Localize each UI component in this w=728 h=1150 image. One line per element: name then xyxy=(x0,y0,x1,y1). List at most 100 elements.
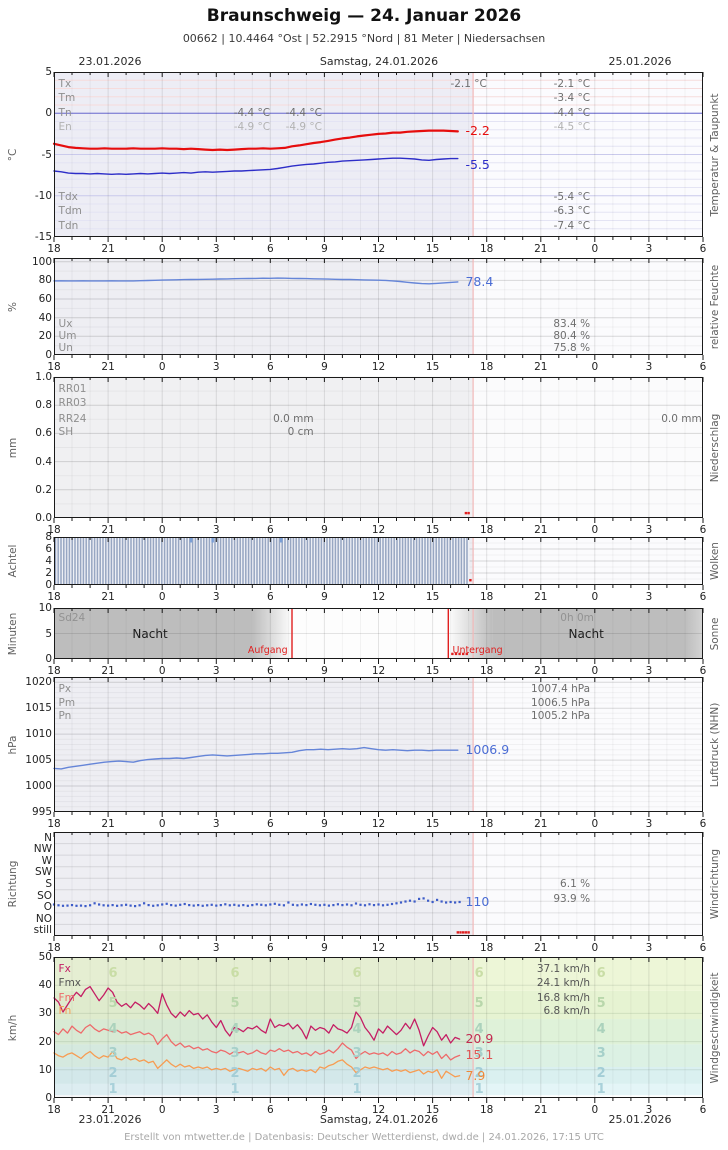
ytick-pressure: 1000 xyxy=(25,780,52,793)
ytick-humidity: 0 xyxy=(45,349,52,361)
xtick-temperature: 3 xyxy=(645,243,653,255)
xtick-precipitation: 3 xyxy=(645,524,653,536)
ytick-temperature: -15 xyxy=(34,231,52,243)
beaufort-label: 3 xyxy=(352,1046,362,1062)
annotation-precipitation: 0 cm xyxy=(287,426,314,439)
axis-name-pressure: Luftdruck (NHN) xyxy=(709,702,721,787)
annotation-temperature: Tx xyxy=(58,77,72,90)
annotation-windspeed: Fmx xyxy=(58,977,82,990)
xtick-clouds: 15 xyxy=(425,591,440,603)
xtick-precipitation: 15 xyxy=(425,524,440,536)
ytick-precipitation: 1.0 xyxy=(35,371,52,383)
beaufort-label: 1 xyxy=(352,1081,362,1097)
current-value-winddirection: 110 xyxy=(465,893,490,909)
xtick-sun: 3 xyxy=(212,665,220,677)
beaufort-label: 1 xyxy=(108,1081,118,1097)
xtick-temperature: 0 xyxy=(591,243,599,255)
xtick-pressure: 3 xyxy=(212,818,220,830)
xtick-clouds: 12 xyxy=(371,591,386,603)
axis-name-temperature: Temperatur & Taupunkt xyxy=(709,92,721,217)
xtick-precipitation: 18 xyxy=(479,524,494,536)
page-title: Braunschweig — 24. Januar 2026 xyxy=(206,6,522,26)
annotation-humidity: Um xyxy=(58,330,77,343)
xtick-windspeed: 21 xyxy=(101,1104,115,1116)
xtick-humidity: 3 xyxy=(212,361,220,373)
xtick-clouds: 6 xyxy=(266,591,274,603)
xtick-winddirection: 3 xyxy=(645,942,653,954)
xtick-precipitation: 12 xyxy=(371,524,386,536)
beaufort-label: 2 xyxy=(108,1066,118,1082)
annotation-temperature: Tdx xyxy=(58,190,78,203)
xtick-humidity: 15 xyxy=(425,361,440,373)
beaufort-label: 6 xyxy=(474,965,484,981)
beaufort-label: 6 xyxy=(352,965,362,981)
annotation-precipitation: RR01 xyxy=(58,383,87,396)
series-Fx xyxy=(53,985,461,1047)
plot-canvas-humidity xyxy=(53,258,704,360)
annotation-humidity: 80.4 % xyxy=(553,330,591,343)
annotation-winddirection: 93.9 % xyxy=(553,892,591,905)
xtick-sun: 6 xyxy=(699,665,707,677)
ytick-windspeed: 10 xyxy=(38,1063,52,1076)
xtick-windspeed: 15 xyxy=(425,1104,440,1116)
annotation-temperature: -4.9 °C xyxy=(233,121,271,134)
current-value-windspeed: 7.9 xyxy=(465,1067,486,1083)
xtick-windspeed: 6 xyxy=(266,1104,274,1116)
beaufort-label: 4 xyxy=(474,1022,484,1038)
current-value-windspeed: 20.9 xyxy=(465,1031,494,1047)
annotation-precipitation: SH xyxy=(58,426,74,439)
beaufort-label: 6 xyxy=(596,965,606,981)
plot-pressure: Px Pm Pn 1007.4 hPa 1006.5 hPa 1005.2 hPa 1006… xyxy=(53,677,704,817)
annotation-windspeed: 16.8 km/h xyxy=(536,991,591,1004)
xtick-precipitation: 21 xyxy=(101,524,115,536)
xtick-sun: 21 xyxy=(101,665,115,677)
ytick-humidity: 40 xyxy=(38,311,52,324)
ytick-clouds: 6 xyxy=(45,543,52,555)
annotation-windspeed: 37.1 km/h xyxy=(536,963,591,976)
beaufort-label: 4 xyxy=(230,1022,240,1038)
xtick-precipitation: 21 xyxy=(534,524,548,536)
plot-winddirection: 6.1 % 93.9 % 110 xyxy=(52,832,704,941)
annotation-temperature: -7.4 °C xyxy=(553,219,591,232)
ytick-humidity: 20 xyxy=(38,330,52,343)
annotation-humidity: 75.8 % xyxy=(553,342,591,355)
beaufort-label: 2 xyxy=(230,1066,240,1082)
annotation-humidity: Un xyxy=(58,342,73,355)
ytick-sun: 10 xyxy=(38,602,52,614)
xtick-pressure: 3 xyxy=(645,818,653,830)
annotation-windspeed: Fm xyxy=(58,991,75,1004)
xtick-temperature: 0 xyxy=(158,243,166,255)
annotation-sun: 0h 0m xyxy=(560,611,594,624)
xtick-precipitation: 3 xyxy=(212,524,220,536)
date-bottom-left: 23.01.2026 xyxy=(78,1113,142,1126)
xtick-sun: 21 xyxy=(534,665,548,677)
ytick-temperature: 0 xyxy=(45,107,52,120)
ytick-windspeed: 40 xyxy=(38,979,52,992)
xtick-pressure: 21 xyxy=(534,818,548,830)
xtick-winddirection: 3 xyxy=(212,942,220,954)
annotation-temperature: -5.4 °C xyxy=(553,190,591,203)
xtick-clouds: 0 xyxy=(158,591,166,603)
ytick-windspeed: 20 xyxy=(38,1035,52,1048)
current-value-temperature: -2.2 xyxy=(465,122,490,138)
beaufort-label: 4 xyxy=(352,1022,362,1038)
date-top-center: Samstag, 24.01.2026 xyxy=(319,55,439,68)
annotation-temperature: -4.4 °C xyxy=(553,106,591,119)
annotation-winddirection: 6.1 % xyxy=(560,877,591,890)
xtick-sun: 15 xyxy=(425,665,440,677)
xtick-clouds: 18 xyxy=(479,591,494,603)
xtick-precipitation: 18 xyxy=(47,524,61,536)
annotation-windspeed: Fx xyxy=(58,963,71,976)
attribution-footer: Erstellt von mtwetter.de | Datenbasis: D… xyxy=(124,1132,604,1143)
annotation-precipitation: 0.0 mm xyxy=(273,412,314,425)
beaufort-label: 5 xyxy=(230,995,240,1011)
xtick-clouds: 21 xyxy=(101,591,115,603)
ytick-clouds: 0 xyxy=(45,579,52,591)
ytick-sun: 0 xyxy=(45,653,52,665)
xtick-windspeed: 3 xyxy=(645,1104,653,1116)
ytick-pressure: 1010 xyxy=(25,728,52,741)
xtick-sun: 18 xyxy=(47,665,61,677)
xtick-sun: 6 xyxy=(266,665,274,677)
xtick-precipitation: 0 xyxy=(158,524,166,536)
xtick-windspeed: 6 xyxy=(699,1104,707,1116)
